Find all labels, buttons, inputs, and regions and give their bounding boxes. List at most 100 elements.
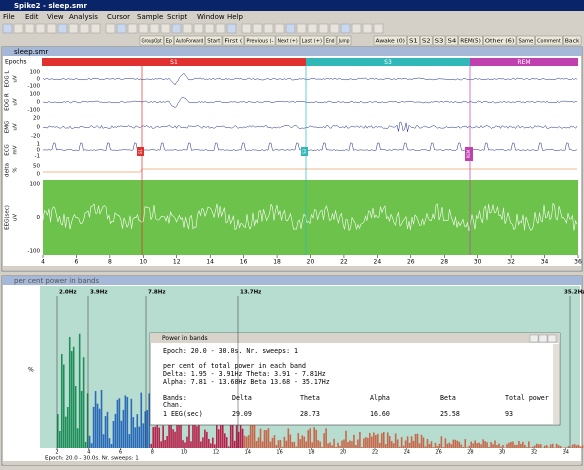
channel-tick-label: 0 xyxy=(37,77,41,83)
toolbar-icon[interactable] xyxy=(275,24,284,33)
toolbar-icon[interactable] xyxy=(139,24,148,33)
toolbar-icon[interactable] xyxy=(117,24,126,33)
toolbar-icon[interactable] xyxy=(91,24,100,33)
toolbar-icon[interactable] xyxy=(227,24,236,33)
spectrum-bar xyxy=(101,390,103,448)
spectrum-bar xyxy=(389,436,391,448)
menu-item[interactable]: Edit xyxy=(25,13,39,21)
menu-item[interactable]: File xyxy=(3,13,15,21)
toolbar-icon[interactable] xyxy=(14,24,23,33)
toolbar-icon[interactable] xyxy=(3,24,12,33)
dialog-scrollbar[interactable] xyxy=(553,344,559,424)
toolbar-icon[interactable] xyxy=(36,24,45,33)
window-button[interactable] xyxy=(539,335,547,342)
toolbar-icon[interactable] xyxy=(150,24,159,33)
toolbar-icon[interactable] xyxy=(341,24,350,33)
spectrum-bar xyxy=(327,443,329,448)
spectrum-bar xyxy=(560,446,562,448)
toolbar-button-label[interactable]: Same xyxy=(518,38,533,44)
menu-item[interactable]: Help xyxy=(227,13,244,21)
toolbar-icon[interactable] xyxy=(25,24,34,33)
toolbar-button-label[interactable]: Awake (0) xyxy=(376,38,406,44)
window-button[interactable] xyxy=(548,335,556,342)
x-tick-label: 18 xyxy=(273,259,281,266)
spectrum-bar xyxy=(458,442,460,448)
epochs-label: Epochs xyxy=(5,59,27,66)
menu-item[interactable]: Cursor xyxy=(107,13,130,21)
spectrum-bar xyxy=(113,421,115,448)
menu-item[interactable]: Window xyxy=(197,13,225,21)
menu-item[interactable]: Sample xyxy=(137,13,163,21)
toolbar-button-label[interactable]: Jump xyxy=(338,38,350,44)
toolbar-button-label[interactable]: Next (+) xyxy=(278,38,298,44)
toolbar-icon[interactable] xyxy=(106,24,115,33)
x-tick-label: 4 xyxy=(41,259,45,266)
toolbar-button-label[interactable]: Other (6) xyxy=(485,38,515,44)
toolbar-icon[interactable] xyxy=(374,24,383,33)
toolbar-button-label[interactable]: S2 xyxy=(422,38,431,44)
spectrum-bar xyxy=(194,424,196,448)
table-cell: 28.73 xyxy=(300,410,320,418)
toolbar-icon[interactable] xyxy=(286,24,295,33)
toolbar-icon[interactable] xyxy=(172,24,181,33)
x-tick-label: 24 xyxy=(374,259,382,266)
menu-item[interactable]: View xyxy=(47,13,64,21)
toolbar-icon[interactable] xyxy=(253,24,262,33)
spectrum-bar xyxy=(292,442,294,448)
toolbar-icon[interactable] xyxy=(363,24,372,33)
menu-item[interactable]: Analysis xyxy=(69,13,98,21)
toolbar-icon[interactable] xyxy=(128,24,137,33)
toolbar-icon[interactable] xyxy=(352,24,361,33)
toolbar-icon[interactable] xyxy=(242,24,251,33)
spectrum-bar xyxy=(305,441,307,448)
toolbar-button-label[interactable]: End xyxy=(326,38,335,44)
scrollbar[interactable] xyxy=(3,461,581,465)
spectrum-bar xyxy=(262,441,264,448)
toolbar-button-label[interactable]: GroupOpt xyxy=(142,38,163,44)
toolbar-button-label[interactable]: S3 xyxy=(435,38,444,44)
toolbar-icon[interactable] xyxy=(80,24,89,33)
spectrum-bar xyxy=(512,441,514,448)
toolbar-icon[interactable] xyxy=(69,24,78,33)
channel-tick-label: -100 xyxy=(28,108,41,114)
toolbar-icon[interactable] xyxy=(183,24,192,33)
toolbar-icon[interactable] xyxy=(264,24,273,33)
toolbar-icon[interactable] xyxy=(297,24,306,33)
toolbar-icon[interactable] xyxy=(319,24,328,33)
toolbar-icon[interactable] xyxy=(194,24,203,33)
spectrum-bar xyxy=(272,438,274,448)
toolbar-button-label[interactable]: Ep xyxy=(166,38,173,44)
menu-item[interactable]: Script xyxy=(167,13,188,21)
toolbar-icon[interactable] xyxy=(330,24,339,33)
toolbar-button-label[interactable]: REM(5) xyxy=(460,38,481,44)
channel-label: EOG L xyxy=(5,70,11,88)
toolbar-button-label[interactable]: Last (+) xyxy=(302,38,322,44)
spectrum-bar xyxy=(347,442,349,448)
spectrum-bar xyxy=(403,446,405,448)
toolbar-icon[interactable] xyxy=(216,24,225,33)
spectrum-bar xyxy=(363,438,365,448)
spectrum-bar xyxy=(405,440,407,448)
toolbar-button-label[interactable]: First ( xyxy=(224,38,242,44)
data-window-title: sleep.smr xyxy=(14,48,48,56)
toolbar-button-label[interactable]: AutoForward xyxy=(176,38,203,44)
stage-label: REM xyxy=(517,59,530,66)
spectrum-bar xyxy=(59,431,61,448)
window-button[interactable] xyxy=(530,335,538,342)
toolbar-button-label[interactable]: Back xyxy=(565,38,581,44)
spectrum-bar xyxy=(371,437,373,448)
scrollbar[interactable] xyxy=(3,266,581,270)
spectrum-bar xyxy=(335,447,337,448)
spectrum-bar xyxy=(196,426,198,448)
toolbar-button-label[interactable]: Start xyxy=(207,38,221,44)
spectrum-bar xyxy=(162,426,164,448)
toolbar-icon[interactable] xyxy=(205,24,214,33)
toolbar-icon[interactable] xyxy=(161,24,170,33)
toolbar-button-label[interactable]: S4 xyxy=(447,38,456,44)
toolbar-button-label[interactable]: Comment xyxy=(537,38,561,44)
toolbar-icon[interactable] xyxy=(47,24,56,33)
toolbar-button-label[interactable]: S1 xyxy=(409,38,418,44)
toolbar-button-label[interactable]: Previous (- xyxy=(246,38,273,44)
toolbar-icon[interactable] xyxy=(58,24,67,33)
toolbar-icon[interactable] xyxy=(308,24,317,33)
